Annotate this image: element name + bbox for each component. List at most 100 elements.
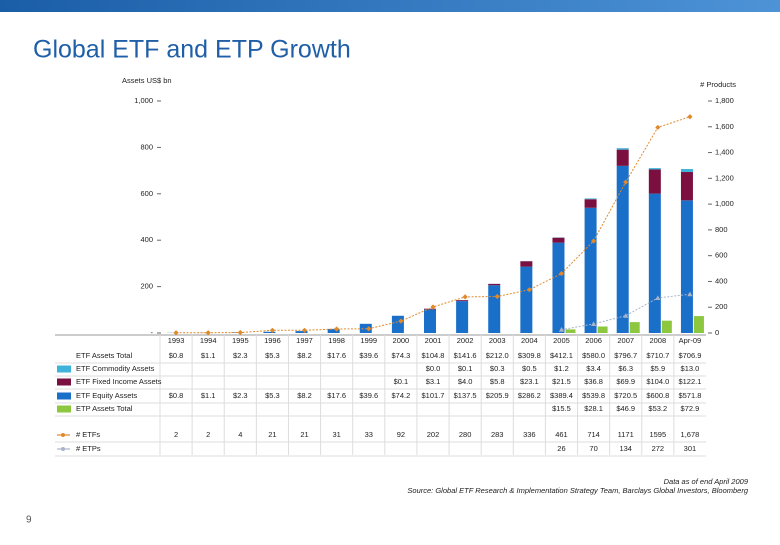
table-cell: $309.8	[518, 351, 541, 360]
x-tick-label: 2003	[489, 336, 506, 345]
table-cell: $0.8	[169, 351, 184, 360]
table-cell: $104.0	[646, 377, 669, 386]
bar-segment	[585, 199, 597, 208]
table-cell: 1171	[618, 430, 634, 439]
y2-tick-label: 1,200	[715, 173, 734, 182]
table-cell: $5.3	[265, 391, 280, 400]
line-marker	[238, 330, 243, 335]
table-cell: $72.9	[681, 404, 700, 413]
x-tick-label: 1994	[200, 336, 217, 345]
bar-segment	[488, 284, 500, 285]
table-cell: $141.6	[454, 351, 477, 360]
table-cell: $1.1	[201, 351, 216, 360]
x-tick-label: 2005	[553, 336, 570, 345]
chart-title: Global ETF and ETP Growth	[33, 36, 351, 64]
x-tick-label: 2008	[649, 336, 666, 345]
table-cell: $389.4	[550, 391, 573, 400]
table-cell: $600.8	[646, 391, 669, 400]
table-cell: 21	[300, 430, 308, 439]
y-tick-label: -	[151, 328, 154, 337]
x-tick-label: 2007	[617, 336, 634, 345]
table-cell: $212.0	[486, 351, 509, 360]
table-cell: 280	[459, 430, 472, 439]
legend-swatch	[57, 366, 71, 373]
table-cell: $101.7	[422, 391, 445, 400]
table-cell: $412.1	[550, 351, 573, 360]
bar	[630, 322, 640, 333]
y2-tick-label: 0	[715, 328, 719, 337]
table-cell: $39.6	[359, 351, 378, 360]
table-cell: $15.5	[552, 404, 571, 413]
bar-segment	[424, 309, 436, 333]
table-cell: 134	[619, 444, 632, 453]
table-cell: $74.3	[391, 351, 410, 360]
table-cell: $39.6	[359, 391, 378, 400]
y2-tick-label: 1,800	[715, 96, 734, 105]
table-cell: $286.2	[518, 391, 541, 400]
table-cell: $104.8	[422, 351, 445, 360]
table-cell: $122.1	[678, 377, 701, 386]
table-cell: 336	[523, 430, 536, 439]
source: Source: Global ETF Research & Implementa…	[407, 486, 748, 495]
table-cell: $2.3	[233, 351, 248, 360]
row-label: # ETFs	[76, 430, 100, 439]
table-cell: 283	[491, 430, 504, 439]
x-tick-label: 2000	[393, 336, 410, 345]
table-cell: $23.1	[520, 377, 539, 386]
x-tick-label: 1996	[264, 336, 281, 345]
table-cell: $17.6	[327, 391, 346, 400]
table-cell: $5.3	[265, 351, 280, 360]
y2-axis-label: # Products	[700, 80, 736, 89]
table-cell: $36.8	[584, 377, 603, 386]
table-cell: 26	[557, 444, 565, 453]
table-cell: 461	[555, 430, 568, 439]
bar-segment	[617, 166, 629, 333]
page-number: 9	[26, 515, 32, 526]
table-cell: $3.4	[586, 364, 601, 373]
row-label: ETP Assets Total	[76, 404, 133, 413]
bar-segment	[263, 332, 275, 333]
x-tick-label: 2006	[585, 336, 602, 345]
bar-segment	[617, 148, 629, 149]
table-cell: $5.9	[651, 364, 666, 373]
table-cell: $0.8	[169, 391, 184, 400]
row-label: ETF Fixed Income Assets	[76, 377, 162, 386]
table-cell: 92	[397, 430, 405, 439]
table-cell: 272	[652, 444, 665, 453]
bar-segment	[649, 168, 661, 169]
bar-segment	[552, 238, 564, 243]
x-tick-label: 2002	[457, 336, 474, 345]
table-cell: 2	[206, 430, 210, 439]
table-cell: 1595	[649, 430, 666, 439]
table-cell: $69.9	[616, 377, 635, 386]
row-label: # ETPs	[76, 444, 101, 453]
x-tick-label: 1997	[296, 336, 313, 345]
table-cell: $0.1	[394, 377, 409, 386]
y-tick-label: 600	[140, 189, 153, 198]
y2-tick-label: 1,400	[715, 148, 734, 157]
x-tick-label: 2004	[521, 336, 538, 345]
legend-marker	[61, 433, 65, 437]
legend-swatch	[57, 379, 71, 386]
table-cell: 714	[587, 430, 600, 439]
table-cell: $8.2	[297, 391, 312, 400]
table-cell: $205.9	[486, 391, 509, 400]
table-cell: 70	[589, 444, 597, 453]
table-cell: $21.5	[552, 377, 571, 386]
table-cell: $3.1	[426, 377, 441, 386]
legend-swatch	[57, 406, 71, 413]
table-cell: $4.0	[458, 377, 473, 386]
row-label: ETF Commodity Assets	[76, 364, 155, 373]
x-tick-label: Apr-09	[679, 336, 702, 345]
y-axis-label: Assets US$ bn	[122, 76, 172, 85]
table-cell: 4	[238, 430, 242, 439]
bar-segment	[585, 198, 597, 199]
table-cell: $17.6	[327, 351, 346, 360]
table-cell: $706.9	[678, 351, 701, 360]
table-cell: $1.2	[554, 364, 569, 373]
bar-segment	[456, 301, 468, 333]
y2-tick-label: 600	[715, 251, 728, 260]
table-cell: $6.3	[618, 364, 633, 373]
table-cell: $0.5	[522, 364, 537, 373]
